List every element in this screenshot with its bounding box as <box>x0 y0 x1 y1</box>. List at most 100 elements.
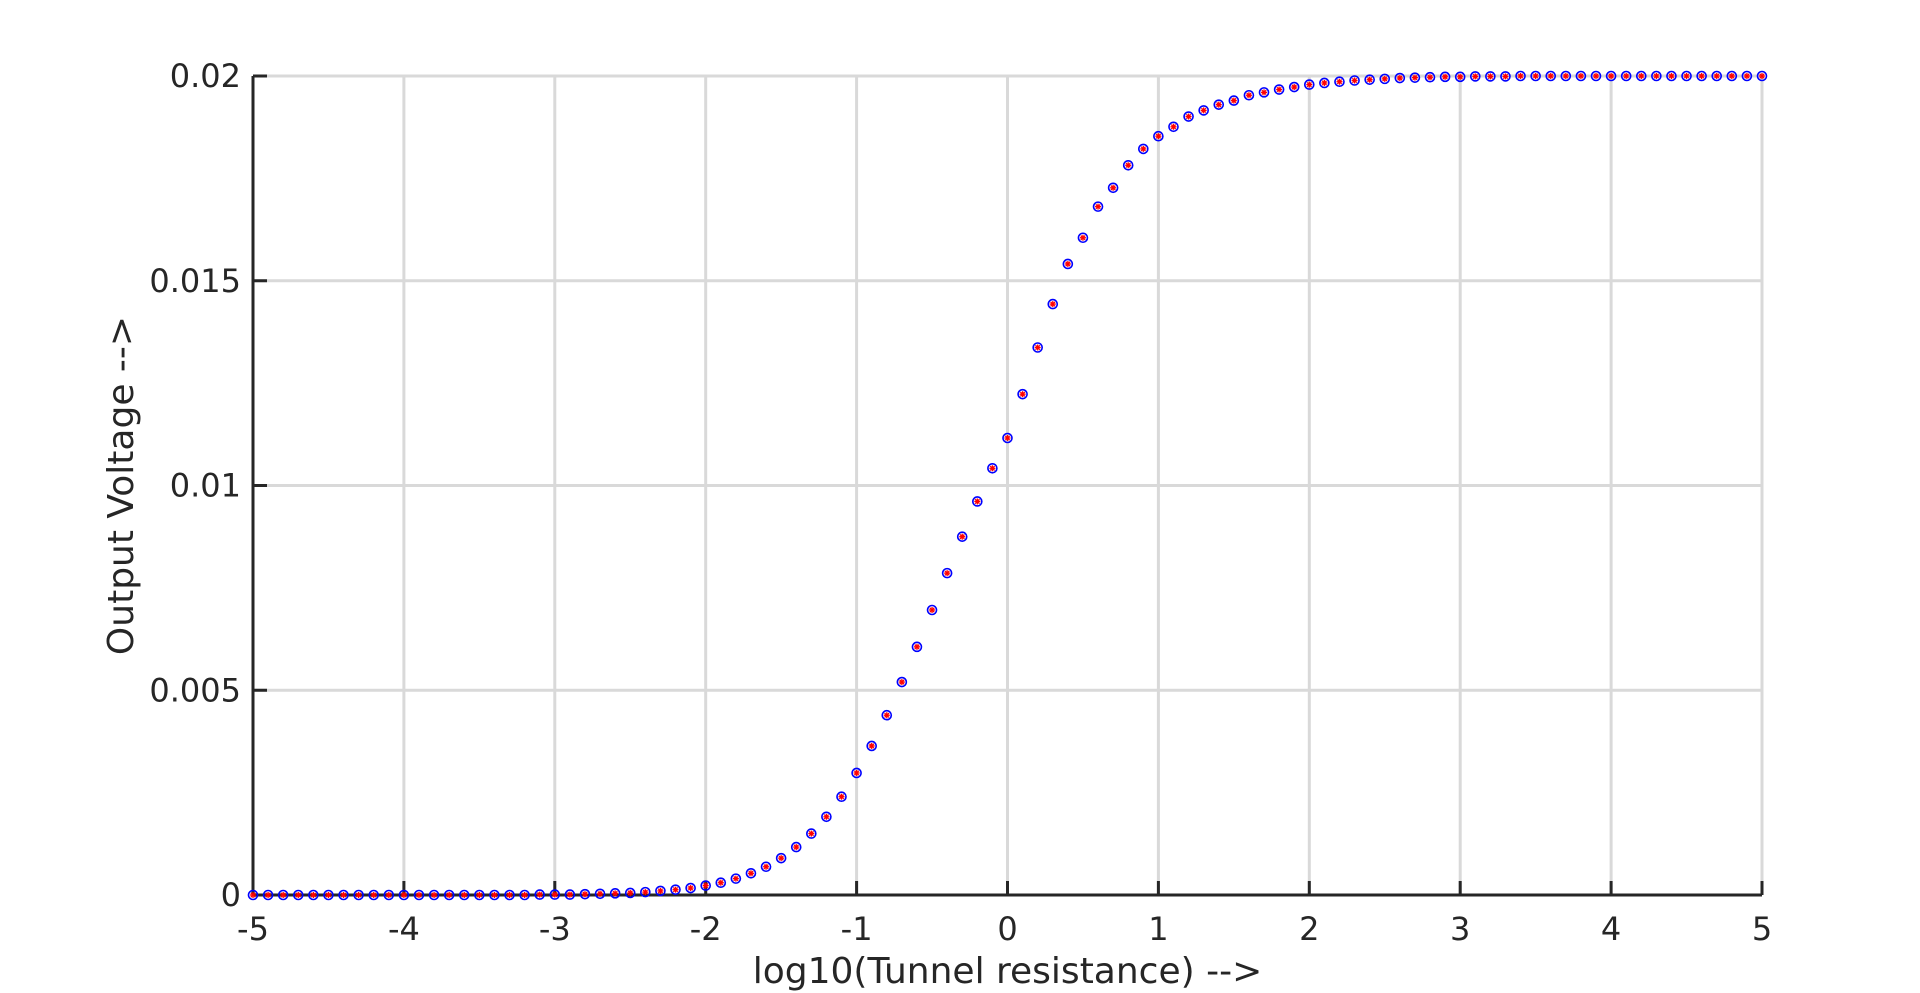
data-point <box>1288 81 1300 93</box>
x-tick-label: 4 <box>1601 910 1621 948</box>
data-point <box>1515 70 1526 82</box>
data-point <box>1228 95 1240 106</box>
data-point <box>911 641 923 653</box>
data-point <box>972 496 983 507</box>
data-point <box>1062 258 1074 270</box>
data-point <box>1651 70 1662 82</box>
data-point <box>987 463 998 474</box>
data-point <box>504 889 515 901</box>
data-point <box>1334 76 1345 88</box>
data-point <box>1469 71 1481 82</box>
data-series <box>247 70 1768 901</box>
data-point <box>1726 70 1738 82</box>
data-point <box>1605 70 1617 82</box>
y-axis-title: Output Voltage --> <box>101 316 142 655</box>
data-point <box>1213 99 1225 110</box>
y-axis-ticks: 0 0.005 0.01 0.015 0.02 <box>149 57 267 914</box>
data-point <box>1092 201 1104 212</box>
data-point <box>1756 70 1768 82</box>
data-point <box>1153 130 1164 142</box>
data-point <box>308 889 319 901</box>
data-point <box>1590 70 1602 82</box>
data-point <box>1243 89 1255 101</box>
data-point <box>292 889 304 901</box>
data-point <box>262 889 274 901</box>
data-point <box>624 887 636 899</box>
data-point <box>1017 388 1028 400</box>
y-tick-label: 0.015 <box>149 262 241 300</box>
data-point <box>685 882 696 894</box>
x-tick-label: -5 <box>237 910 269 948</box>
data-point <box>1711 70 1723 82</box>
data-point <box>1696 70 1707 82</box>
data-point <box>1530 70 1541 82</box>
data-point <box>1681 70 1692 82</box>
data-point <box>745 867 757 879</box>
data-point <box>1500 71 1511 82</box>
data-point <box>1394 72 1406 84</box>
data-point <box>247 889 259 901</box>
data-point <box>1077 232 1089 244</box>
y-tick-label: 0.005 <box>149 671 241 709</box>
data-point <box>851 767 862 779</box>
data-point <box>806 828 817 839</box>
data-point <box>760 861 772 873</box>
data-point <box>836 791 847 803</box>
x-tick-label: -1 <box>841 910 873 948</box>
data-point <box>277 889 289 901</box>
data-point <box>655 885 666 897</box>
data-point <box>1349 75 1360 86</box>
data-point <box>866 740 877 752</box>
data-point <box>1168 121 1179 133</box>
data-point <box>1485 71 1496 82</box>
data-point <box>489 889 500 901</box>
data-point <box>1409 72 1421 83</box>
data-point <box>413 889 425 901</box>
data-point <box>926 604 938 616</box>
x-tick-label: 5 <box>1752 910 1772 948</box>
data-point <box>1304 79 1315 90</box>
y-tick-label: 0.02 <box>170 57 241 95</box>
data-point <box>609 888 621 899</box>
y-tick-label: 0.01 <box>170 467 241 505</box>
data-point <box>640 886 651 898</box>
data-point <box>594 888 606 900</box>
data-point <box>1107 182 1119 194</box>
data-point <box>398 889 410 901</box>
data-point <box>1319 77 1330 89</box>
data-point <box>1454 71 1466 83</box>
data-point <box>1666 70 1677 82</box>
data-point <box>1379 73 1391 85</box>
data-point <box>549 889 561 900</box>
x-axis-ticks: -5 -4 -3 -2 -1 0 1 2 3 4 5 <box>237 881 1772 948</box>
data-point <box>730 873 742 884</box>
x-tick-label: -2 <box>690 910 722 948</box>
data-point <box>368 889 380 901</box>
data-point <box>1439 71 1451 83</box>
data-point <box>519 889 530 901</box>
data-point <box>1560 70 1572 82</box>
data-point <box>1047 298 1059 310</box>
data-point <box>715 877 727 889</box>
data-point <box>1122 159 1134 171</box>
data-point <box>775 852 787 864</box>
data-point <box>896 676 908 688</box>
x-tick-label: 2 <box>1299 910 1319 948</box>
data-point <box>821 811 832 823</box>
x-axis-title: log10(Tunnel resistance) --> <box>753 951 1263 992</box>
data-point <box>1198 105 1209 116</box>
data-point <box>1635 70 1647 82</box>
data-point <box>1620 70 1632 82</box>
data-point <box>1273 84 1285 95</box>
data-point <box>790 841 802 853</box>
data-point <box>1183 111 1194 122</box>
data-point <box>956 531 968 542</box>
y-tick-label: 0 <box>221 876 241 914</box>
data-point <box>1032 342 1043 353</box>
data-point <box>1258 87 1270 98</box>
data-point <box>338 889 349 901</box>
data-point <box>670 884 681 895</box>
data-point <box>1424 71 1436 83</box>
